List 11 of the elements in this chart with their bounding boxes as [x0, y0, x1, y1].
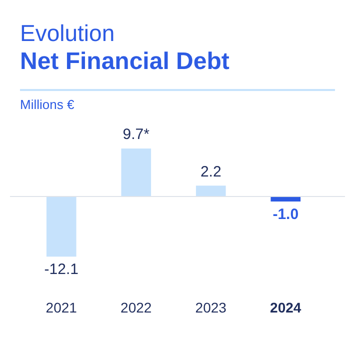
chart-subtitle: Net Financial Debt	[20, 48, 230, 76]
x-tick-label: 2021	[46, 299, 78, 316]
x-tick-label: 2023	[195, 299, 227, 316]
y-axis-title: Millions €	[20, 97, 74, 112]
data-label: 9.7*	[122, 126, 150, 144]
data-label: -12.1	[44, 261, 78, 278]
x-tick-label: 2024	[270, 299, 302, 316]
x-tick-label: 2022	[120, 299, 152, 316]
data-label: 2.2	[200, 163, 222, 180]
chart-title: Evolution	[20, 20, 115, 47]
data-label: -1.0	[272, 206, 299, 224]
